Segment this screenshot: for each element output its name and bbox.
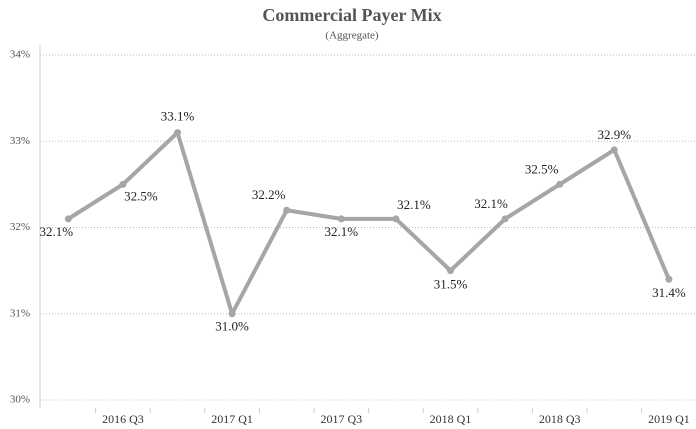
point (501, 215, 509, 223)
y-tick-label: 32% (10, 221, 30, 233)
point (119, 180, 127, 188)
y-tick-label: 34% (10, 49, 30, 61)
point (64, 215, 72, 223)
x-tick-label: 2018 Q1 (430, 412, 472, 426)
data-label: 32.1% (325, 224, 359, 239)
y-tick-label: 30% (10, 394, 30, 406)
point (337, 215, 345, 223)
y-tick-label: 33% (10, 135, 30, 147)
x-tick-label: 2019 Q1 (648, 412, 690, 426)
x-tick-label: 2016 Q3 (102, 412, 144, 426)
y-tick-label: 31% (10, 307, 30, 319)
data-label: 31.5% (434, 277, 468, 292)
x-tick-label: 2018 Q3 (539, 412, 581, 426)
chart-title: Commercial Payer Mix (262, 5, 441, 25)
data-label: 33.1% (161, 109, 195, 124)
chart-subtitle: (Aggregate) (325, 30, 378, 42)
point (392, 215, 400, 223)
point (665, 275, 673, 283)
data-label: 32.1% (40, 224, 74, 239)
point (447, 267, 454, 275)
point (174, 129, 181, 137)
x-tick-label: 2017 Q1 (211, 412, 253, 426)
point (610, 146, 618, 154)
data-label: 31.4% (652, 285, 686, 300)
data-label: 32.1% (474, 196, 508, 211)
data-label: 32.2% (252, 187, 286, 202)
data-label: 32.1% (397, 197, 431, 212)
data-label: 32.5% (525, 161, 559, 176)
x-tick-label: 2017 Q3 (320, 412, 362, 426)
point (228, 310, 236, 318)
point (556, 180, 564, 188)
data-label: 32.5% (124, 188, 158, 203)
data-label: 32.9% (598, 127, 632, 142)
line (67, 130, 671, 316)
point (283, 206, 291, 214)
data-label: 31.0% (215, 319, 249, 334)
